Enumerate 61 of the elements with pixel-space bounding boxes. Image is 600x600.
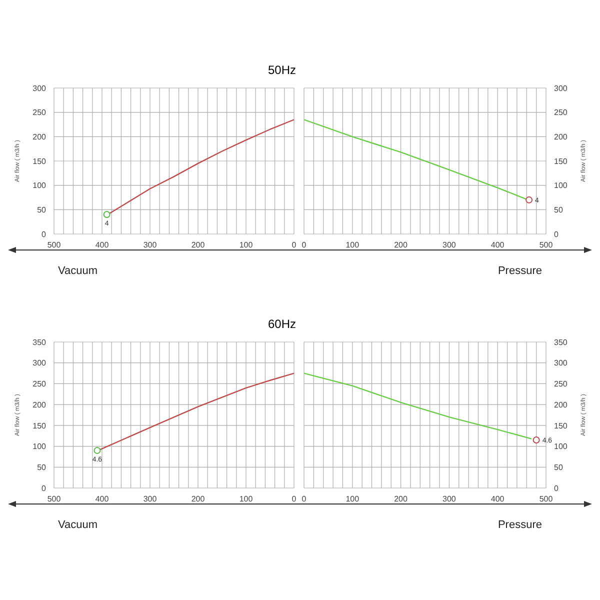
y-tick-label: 0 (42, 484, 47, 493)
y-tick-label: 300 (32, 358, 47, 368)
x-tick-label: 300 (143, 240, 158, 250)
y-tick-label: 200 (32, 132, 47, 142)
x-tick-label: 300 (442, 494, 456, 504)
y-tick-label: 100 (32, 181, 47, 190)
y-tick-label: 50 (37, 462, 47, 472)
y-tick-label: 0 (554, 484, 559, 493)
x-tick-label: 0 (302, 494, 307, 504)
y-tick-label: 50 (37, 206, 47, 215)
x-tick-label: 400 (490, 494, 505, 504)
x-tick-label: 500 (47, 494, 62, 504)
x-tick-label: 100 (346, 494, 360, 504)
y-tick-label: 150 (554, 421, 568, 430)
x-tick-label: 300 (442, 240, 456, 250)
x-tick-label: 100 (239, 240, 254, 250)
x-tick-label: 0 (302, 240, 307, 250)
y-tick-label: 150 (32, 156, 47, 166)
y-tick-label: 50 (554, 206, 564, 215)
y-tick-label: 300 (554, 84, 568, 93)
x-tick-label: 200 (394, 494, 408, 504)
y-tick-label: 0 (42, 230, 47, 239)
y-tick-label: 300 (554, 358, 568, 368)
x-tick-label: 0 (292, 494, 297, 504)
y-tick-label: 0 (554, 230, 559, 239)
y-tick-label: 150 (554, 156, 568, 166)
x-tick-label: 500 (539, 494, 554, 504)
y-tick-label: 100 (32, 442, 47, 452)
x-tick-label: 400 (95, 240, 110, 250)
y-tick-label: 250 (32, 380, 47, 389)
y-tick-label: 200 (32, 400, 47, 410)
x-axis-title: Pressure (498, 519, 542, 531)
x-tick-label: 200 (191, 240, 206, 250)
line-series (304, 372, 532, 440)
x-axis-title: Vacuum (58, 519, 98, 531)
chart-title: 60Hz (268, 317, 296, 331)
x-tick-label: 400 (95, 494, 110, 504)
y-tick-label: 150 (32, 421, 47, 430)
x-tick-label: 500 (47, 240, 62, 250)
x-axis-title: Vacuum (58, 265, 98, 277)
x-tick-label: 100 (239, 494, 254, 504)
x-tick-label: 200 (394, 240, 408, 250)
y-tick-label: 350 (554, 338, 568, 347)
x-tick-label: 400 (490, 240, 505, 250)
y-tick-label: 100 (554, 181, 568, 190)
y-tick-label: 200 (554, 132, 568, 142)
x-tick-label: 500 (539, 240, 554, 250)
y-tick-label: 250 (554, 380, 568, 389)
x-tick-label: 300 (143, 494, 158, 504)
y-tick-label: 300 (32, 84, 47, 93)
y-tick-label: 50 (554, 462, 564, 472)
y-tick-label: 250 (554, 108, 568, 118)
x-axis-title: Pressure (498, 265, 542, 277)
chart-title: 50Hz (268, 63, 296, 77)
y-tick-label: 250 (32, 108, 47, 118)
y-tick-label: 350 (32, 338, 47, 347)
y-tick-label: 100 (554, 442, 568, 452)
x-tick-label: 200 (191, 494, 206, 504)
x-tick-label: 0 (292, 240, 297, 250)
x-tick-label: 100 (346, 240, 360, 250)
y-tick-label: 200 (554, 400, 568, 410)
